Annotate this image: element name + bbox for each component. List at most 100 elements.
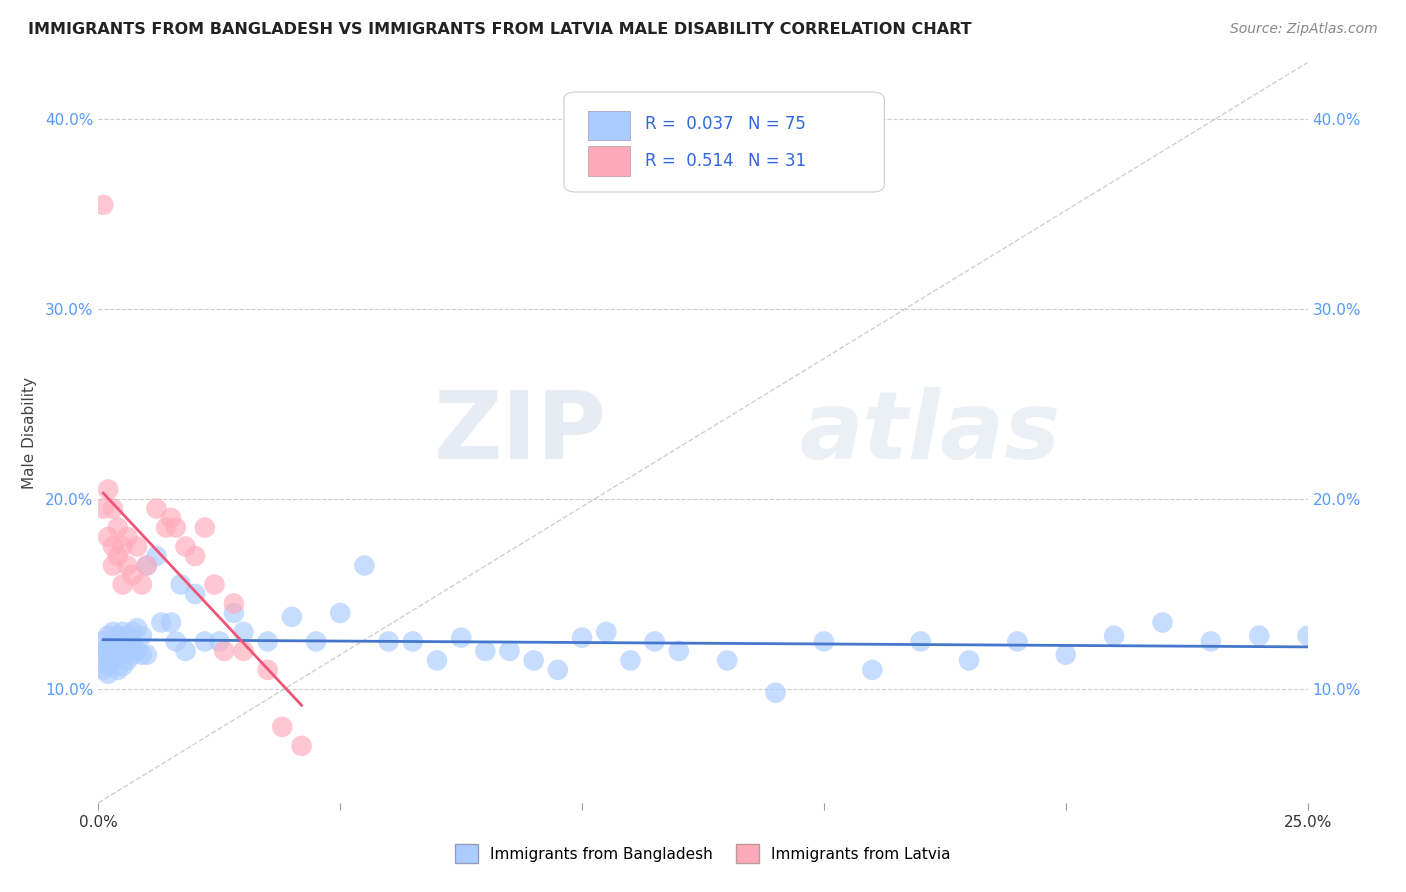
Point xyxy=(150,615,173,630)
Point xyxy=(117,530,139,544)
Text: ZIP: ZIP xyxy=(433,386,606,479)
Point xyxy=(111,577,134,591)
Point xyxy=(232,624,254,639)
Point xyxy=(222,597,245,611)
Point xyxy=(145,501,167,516)
Point xyxy=(101,634,124,648)
Point xyxy=(101,644,124,658)
Text: R =  0.514: R = 0.514 xyxy=(645,152,734,169)
Point xyxy=(160,511,183,525)
Bar xyxy=(588,111,630,140)
Point xyxy=(571,631,593,645)
Text: R =  0.037: R = 0.037 xyxy=(645,115,734,133)
Point xyxy=(91,644,114,658)
Point xyxy=(127,540,149,554)
Point xyxy=(184,549,207,563)
Point xyxy=(111,659,134,673)
Point xyxy=(135,558,157,573)
Point xyxy=(97,640,120,654)
Point xyxy=(174,644,197,658)
Point xyxy=(1102,629,1125,643)
Point xyxy=(1296,629,1319,643)
Point xyxy=(131,577,153,591)
Point xyxy=(117,640,139,654)
Point xyxy=(1199,634,1222,648)
Point xyxy=(101,624,124,639)
Point xyxy=(107,629,129,643)
Point xyxy=(256,663,278,677)
Point xyxy=(117,629,139,643)
Point xyxy=(101,540,124,554)
Point xyxy=(377,634,399,648)
Y-axis label: Male Disability: Male Disability xyxy=(21,376,37,489)
Point xyxy=(204,577,226,591)
Point xyxy=(91,634,114,648)
Point xyxy=(117,653,139,667)
Point xyxy=(107,648,129,662)
Point xyxy=(121,568,143,582)
Point xyxy=(1152,615,1174,630)
Point xyxy=(107,520,129,534)
Text: IMMIGRANTS FROM BANGLADESH VS IMMIGRANTS FROM LATVIA MALE DISABILITY CORRELATION: IMMIGRANTS FROM BANGLADESH VS IMMIGRANTS… xyxy=(28,22,972,37)
Point xyxy=(547,663,569,677)
Point xyxy=(256,634,278,648)
Point xyxy=(97,530,120,544)
Point xyxy=(91,663,114,677)
Point xyxy=(165,520,187,534)
Point xyxy=(107,549,129,563)
Point xyxy=(101,501,124,516)
Point xyxy=(111,540,134,554)
Point xyxy=(813,634,835,648)
Point xyxy=(101,558,124,573)
Point xyxy=(97,666,120,681)
Point xyxy=(160,615,183,630)
Point xyxy=(860,663,883,677)
FancyBboxPatch shape xyxy=(564,92,884,192)
Point xyxy=(97,629,120,643)
Point xyxy=(97,648,120,662)
Point xyxy=(222,606,245,620)
Point xyxy=(111,634,134,648)
Point xyxy=(97,483,120,497)
Point xyxy=(101,653,124,667)
Point xyxy=(135,558,157,573)
Point xyxy=(111,648,134,662)
Point xyxy=(329,606,352,620)
Point xyxy=(91,653,114,667)
Text: atlas: atlas xyxy=(800,386,1062,479)
Point xyxy=(957,653,980,667)
Legend: Immigrants from Bangladesh, Immigrants from Latvia: Immigrants from Bangladesh, Immigrants f… xyxy=(449,838,957,869)
Point xyxy=(91,198,114,212)
Point xyxy=(523,653,546,667)
Point xyxy=(716,653,738,667)
Point xyxy=(111,624,134,639)
Point xyxy=(290,739,312,753)
Point xyxy=(498,644,520,658)
Point xyxy=(121,624,143,639)
Point xyxy=(155,520,177,534)
Point xyxy=(121,648,143,662)
Text: N = 75: N = 75 xyxy=(748,115,806,133)
Point xyxy=(91,501,114,516)
Point xyxy=(1054,648,1077,662)
Point xyxy=(426,653,449,667)
Point xyxy=(194,634,217,648)
Bar xyxy=(588,146,630,176)
Point xyxy=(668,644,690,658)
Point xyxy=(135,648,157,662)
Point xyxy=(910,634,932,648)
Point xyxy=(402,634,425,648)
Point xyxy=(208,634,231,648)
Point xyxy=(184,587,207,601)
Point xyxy=(131,648,153,662)
Point xyxy=(117,558,139,573)
Point xyxy=(212,644,235,658)
Point xyxy=(169,577,191,591)
Text: N = 31: N = 31 xyxy=(748,152,806,169)
Point xyxy=(1249,629,1271,643)
Point xyxy=(127,644,149,658)
Point xyxy=(619,653,641,667)
Point xyxy=(1007,634,1029,648)
Point xyxy=(107,663,129,677)
Point xyxy=(232,644,254,658)
